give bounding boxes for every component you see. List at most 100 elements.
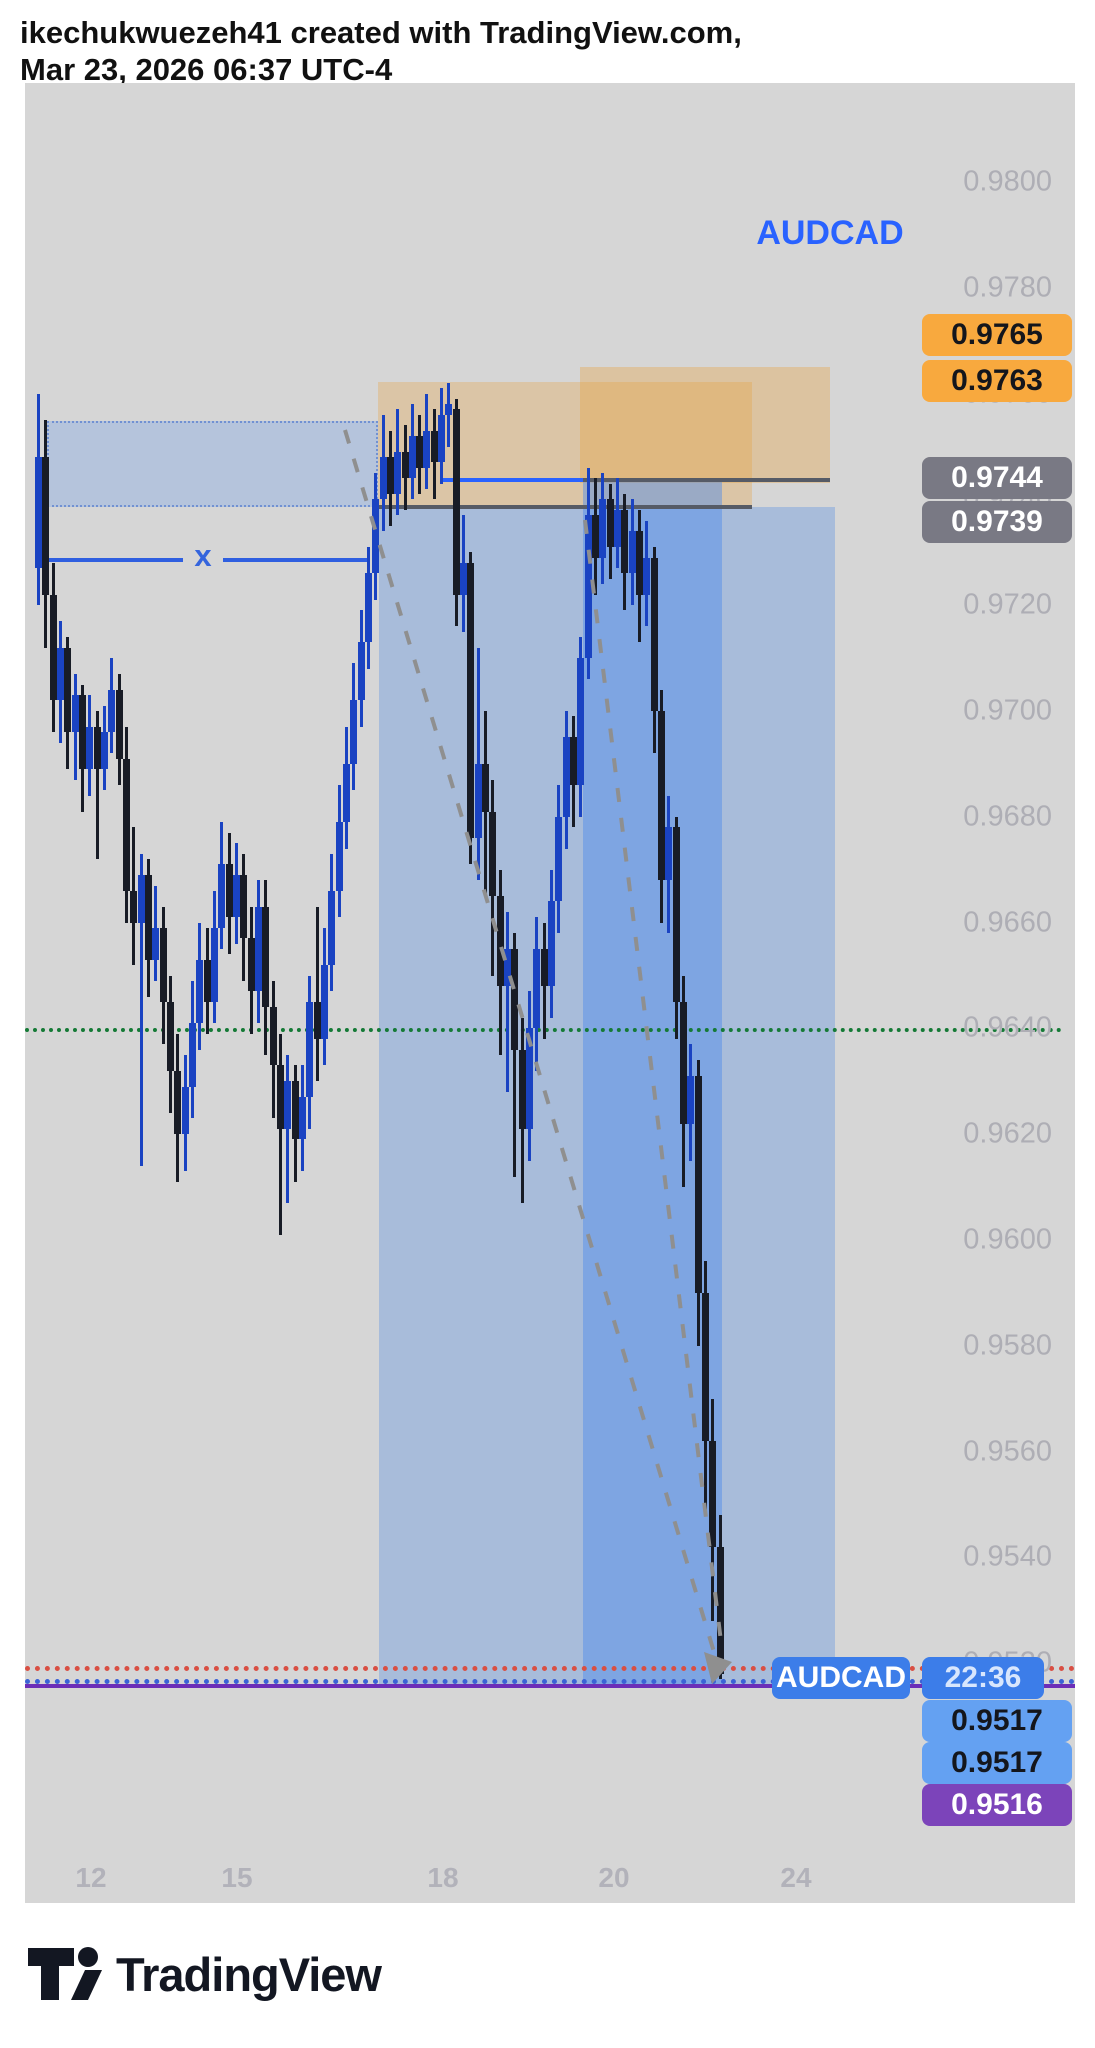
candle-body[interactable] xyxy=(116,690,123,759)
candle-body[interactable] xyxy=(343,764,350,822)
x-trendline-segment-left[interactable] xyxy=(38,558,183,562)
candle-body[interactable] xyxy=(350,700,357,764)
candle-body[interactable] xyxy=(255,907,262,991)
candle-body[interactable] xyxy=(489,812,496,896)
candle-body[interactable] xyxy=(57,648,64,700)
candle-body[interactable] xyxy=(138,875,145,923)
candle-body[interactable] xyxy=(233,875,240,917)
candle-body[interactable] xyxy=(416,436,423,468)
candle-body[interactable] xyxy=(636,531,643,595)
candle-body[interactable] xyxy=(196,960,203,1023)
candle-body[interactable] xyxy=(380,457,387,499)
red-dotted-level-line[interactable] xyxy=(25,1666,1075,1671)
candle-body[interactable] xyxy=(299,1097,306,1139)
x-trendline-label[interactable]: x xyxy=(194,538,212,573)
candle-body[interactable] xyxy=(314,1002,321,1039)
candle-body[interactable] xyxy=(123,759,130,891)
candle-body[interactable] xyxy=(526,1028,533,1129)
candle-body[interactable] xyxy=(50,595,57,700)
candle-body[interactable] xyxy=(658,711,665,880)
candle-body[interactable] xyxy=(277,1065,284,1129)
supply-zone-orange-b[interactable] xyxy=(580,367,830,483)
candle-body[interactable] xyxy=(292,1081,299,1139)
candle-body[interactable] xyxy=(687,1076,694,1124)
candle-body[interactable] xyxy=(372,499,379,573)
candle-body[interactable] xyxy=(680,1002,687,1124)
candle-body[interactable] xyxy=(453,409,460,595)
candle-body[interactable] xyxy=(226,864,233,917)
candle-body[interactable] xyxy=(145,875,152,960)
candle-body[interactable] xyxy=(42,457,49,595)
candle-body[interactable] xyxy=(189,1023,196,1087)
candle-body[interactable] xyxy=(387,457,394,494)
candle-body[interactable] xyxy=(497,896,504,986)
candle-body[interactable] xyxy=(94,727,101,769)
candle-body[interactable] xyxy=(533,949,540,1028)
candle-body[interactable] xyxy=(336,822,343,891)
candle-body[interactable] xyxy=(570,737,577,785)
candle-body[interactable] xyxy=(585,515,592,658)
candle-body[interactable] xyxy=(204,960,211,1002)
candle-body[interactable] xyxy=(152,928,159,960)
candle-body[interactable] xyxy=(321,965,328,1039)
candle-body[interactable] xyxy=(541,949,548,986)
candle-body[interactable] xyxy=(328,891,335,965)
candle-body[interactable] xyxy=(130,891,137,923)
candle-body[interactable] xyxy=(555,817,562,901)
candle-body[interactable] xyxy=(621,510,628,573)
dashed-trendline-2[interactable] xyxy=(583,519,724,1651)
candle-body[interactable] xyxy=(445,404,452,415)
candle-body[interactable] xyxy=(86,727,93,769)
level-line-9739-gray[interactable] xyxy=(378,505,752,509)
dashed-trendline-1[interactable] xyxy=(343,429,716,1653)
candle-body[interactable] xyxy=(79,695,86,769)
candle-body[interactable] xyxy=(262,907,269,1007)
candle-body[interactable] xyxy=(511,949,518,1050)
candle-body[interactable] xyxy=(482,764,489,812)
candle-body[interactable] xyxy=(248,938,255,991)
candle-body[interactable] xyxy=(167,1002,174,1071)
candle-body[interactable] xyxy=(211,928,218,1002)
candle-body[interactable] xyxy=(72,695,79,732)
candle-body[interactable] xyxy=(504,949,511,986)
candle-body[interactable] xyxy=(431,431,438,462)
candle-body[interactable] xyxy=(519,1050,526,1129)
current-price-dotted-line[interactable] xyxy=(25,1679,1075,1684)
level-line-9744-gray[interactable] xyxy=(583,478,830,482)
purple-level-line[interactable] xyxy=(25,1684,1075,1688)
candle-body[interactable] xyxy=(695,1076,702,1293)
candle-body[interactable] xyxy=(460,563,467,595)
candle-body[interactable] xyxy=(592,515,599,558)
candle-body[interactable] xyxy=(358,642,365,700)
tradingview-footer[interactable]: TradingView xyxy=(28,1946,382,2002)
candle-body[interactable] xyxy=(108,690,115,732)
candle-body[interactable] xyxy=(409,436,416,478)
candle-body[interactable] xyxy=(218,864,225,928)
candle-body[interactable] xyxy=(394,452,401,494)
candle-body[interactable] xyxy=(240,875,247,938)
candle-body[interactable] xyxy=(475,764,482,838)
candle-body[interactable] xyxy=(284,1081,291,1129)
candle-body[interactable] xyxy=(563,737,570,817)
candle-body[interactable] xyxy=(548,901,555,986)
candle-body[interactable] xyxy=(101,732,108,769)
candle-body[interactable] xyxy=(651,558,658,711)
candle-body[interactable] xyxy=(607,499,614,547)
candle-body[interactable] xyxy=(702,1293,709,1441)
candle-body[interactable] xyxy=(64,648,71,732)
candle-body[interactable] xyxy=(665,827,672,880)
candle-body[interactable] xyxy=(306,1002,313,1097)
candle-body[interactable] xyxy=(599,499,606,558)
candle-body[interactable] xyxy=(35,457,42,568)
demand-box-zone[interactable] xyxy=(47,421,378,507)
candle-body[interactable] xyxy=(643,558,650,595)
candle-body[interactable] xyxy=(709,1441,716,1547)
candle-body[interactable] xyxy=(673,827,680,1002)
candle-body[interactable] xyxy=(423,431,430,468)
candle-body[interactable] xyxy=(629,531,636,573)
candle-body[interactable] xyxy=(182,1087,189,1134)
candle-body[interactable] xyxy=(402,452,409,478)
candle-body[interactable] xyxy=(614,510,621,547)
candle-body[interactable] xyxy=(174,1071,181,1134)
